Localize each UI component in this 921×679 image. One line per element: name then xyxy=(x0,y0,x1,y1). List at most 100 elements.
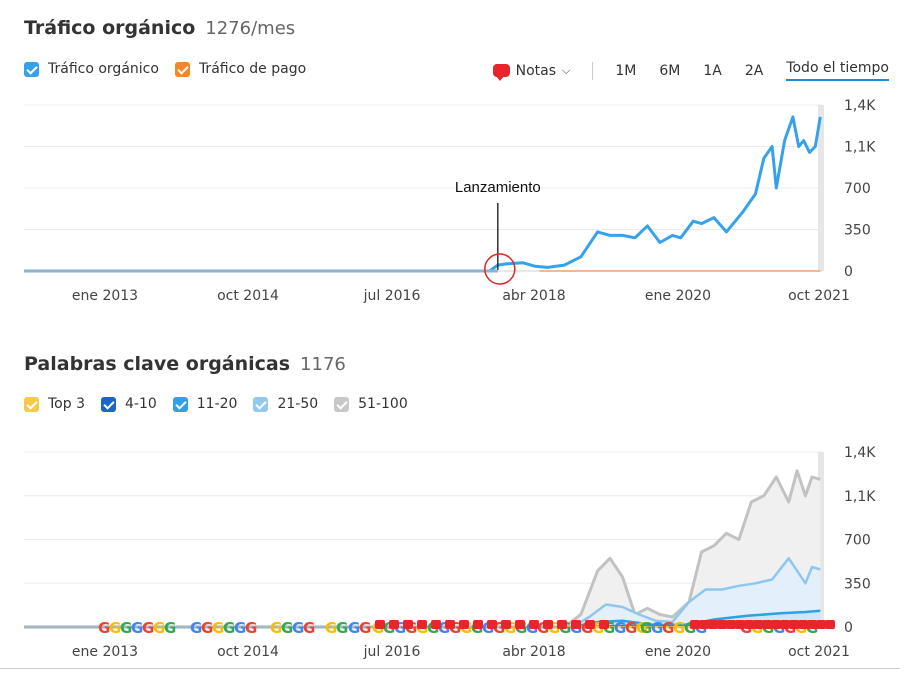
note-icon xyxy=(492,64,510,81)
note-marker-icon xyxy=(690,620,700,629)
note-marker-icon xyxy=(459,620,469,629)
note-marker-icon xyxy=(585,620,595,629)
x-tick-label: ene 2013 xyxy=(72,644,138,660)
traffic-header: Tráfico orgánico 1276/mes xyxy=(24,17,295,39)
legend-organic-traffic-label: Tráfico orgánico xyxy=(48,61,159,77)
checkbox-icon[interactable] xyxy=(172,396,188,412)
legend-4-10-label: 4-10 xyxy=(124,396,157,412)
series-area-21-50 xyxy=(24,558,821,627)
google-g-icon: G xyxy=(359,619,371,637)
y-tick-label: 700 xyxy=(844,533,871,549)
y-tick-label: 700 xyxy=(844,181,871,197)
y-tick-label: 1,4K xyxy=(844,98,876,114)
note-marker-icon xyxy=(726,620,736,629)
google-g-icon: G xyxy=(292,619,304,637)
x-tick-label: ene 2020 xyxy=(645,288,711,304)
legend-11-20-label: 11-20 xyxy=(196,396,238,412)
legend-paid-traffic[interactable]: Tráfico de pago xyxy=(174,61,307,77)
series-line-51-100 xyxy=(24,469,821,629)
google-g-icon: G xyxy=(153,619,165,637)
legend-organic-traffic[interactable]: Tráfico orgánico xyxy=(24,61,159,77)
x-tick-label: oct 2021 xyxy=(788,288,850,304)
range-1m[interactable]: 1M xyxy=(615,62,637,79)
x-tick-label: ene 2013 xyxy=(72,288,138,304)
note-marker-icon xyxy=(753,620,763,629)
note-marker-icon xyxy=(789,620,799,629)
checkbox-icon[interactable] xyxy=(100,396,116,412)
note-marker-icon xyxy=(487,620,497,629)
legend-21-50[interactable]: 21-50 xyxy=(253,396,318,412)
y-tick-label: 350 xyxy=(844,223,871,239)
traffic-title: Tráfico orgánico xyxy=(24,17,196,39)
series-area-51-100 xyxy=(24,470,821,627)
google-g-icon: G xyxy=(325,619,337,637)
range-6m[interactable]: 6M xyxy=(659,62,681,79)
note-marker-icon xyxy=(708,620,718,629)
note-marker-icon xyxy=(771,620,781,629)
google-g-icon: G xyxy=(142,619,154,637)
note-marker-icon xyxy=(529,620,539,629)
note-marker-icon xyxy=(744,620,754,629)
note-marker-icon xyxy=(825,620,835,629)
google-g-icon: G xyxy=(120,619,132,637)
note-marker-icon xyxy=(445,620,455,629)
google-g-icon: G xyxy=(245,619,257,637)
time-range-controls: Notas ⌵ 1M 6M 1A 2A Todo el tiempo xyxy=(492,60,889,81)
series-line-tr-fico-org-nico xyxy=(24,115,822,273)
note-markers xyxy=(375,620,835,629)
google-g-icon: G xyxy=(109,619,121,637)
checkbox-icon[interactable] xyxy=(253,396,269,412)
google-g-icon: G xyxy=(164,619,176,637)
note-marker-icon xyxy=(375,620,385,629)
legend-11-20[interactable]: 11-20 xyxy=(172,396,238,412)
traffic-value: 1276/mes xyxy=(205,18,296,39)
series-line-21-50 xyxy=(24,557,821,629)
legend-4-10[interactable]: 4-10 xyxy=(100,396,157,412)
keywords-header: Palabras clave orgánicas 1176 xyxy=(24,353,346,375)
range-1a[interactable]: 1A xyxy=(703,62,722,79)
note-marker-icon xyxy=(431,620,441,629)
y-tick-label: 0 xyxy=(844,620,853,636)
note-marker-icon xyxy=(717,620,727,629)
note-marker-icon xyxy=(735,620,745,629)
divider xyxy=(592,61,594,80)
note-marker-icon xyxy=(473,620,483,629)
google-g-icon: G xyxy=(673,619,685,637)
note-marker-icon xyxy=(515,620,525,629)
legend-paid-traffic-label: Tráfico de pago xyxy=(198,61,307,77)
y-tick-label: 1,1K xyxy=(844,140,876,156)
google-g-icon: G xyxy=(348,619,360,637)
note-marker-icon xyxy=(599,620,609,629)
keywords-legend: Top 3 4-10 11-20 21-50 51-100 xyxy=(24,396,408,412)
x-tick-label: abr 2018 xyxy=(502,644,565,660)
legend-51-100[interactable]: 51-100 xyxy=(334,396,408,412)
traffic-legend: Tráfico orgánico Tráfico de pago xyxy=(24,61,306,77)
organic-traffic-chart: 0 350 700 1,1K 1,4K ene 2013 oct 2014 jul 2016 a… xyxy=(24,98,876,304)
range-all-time[interactable]: Todo el tiempo xyxy=(786,60,889,81)
checkbox-icon[interactable] xyxy=(24,396,39,412)
range-2a[interactable]: 2A xyxy=(744,62,764,79)
note-marker-icon xyxy=(780,620,790,629)
note-marker-icon xyxy=(389,620,399,629)
legend-21-50-label: 21-50 xyxy=(277,396,319,412)
notes-dropdown[interactable]: Notas ⌵ xyxy=(492,63,570,81)
legend-top3[interactable]: Top 3 xyxy=(24,396,85,412)
note-marker-icon xyxy=(762,620,772,629)
legend-top3-label: Top 3 xyxy=(48,396,85,412)
y-tick-label: 0 xyxy=(844,264,853,280)
chart-edge xyxy=(818,452,824,627)
google-g-icon: G xyxy=(131,619,143,637)
note-marker-icon xyxy=(403,620,413,629)
note-marker-icon xyxy=(798,620,808,629)
x-tick-label: jul 2016 xyxy=(363,288,421,304)
checkbox-icon[interactable] xyxy=(174,61,190,77)
checkbox-icon[interactable] xyxy=(24,61,39,77)
x-tick-label: jul 2016 xyxy=(363,644,421,660)
google-g-icon: G xyxy=(625,619,637,637)
google-g-icon: G xyxy=(651,619,663,637)
google-g-icon: G xyxy=(336,619,348,637)
note-marker-icon xyxy=(699,620,709,629)
google-g-icon: G xyxy=(281,619,293,637)
checkbox-icon[interactable] xyxy=(334,396,350,412)
